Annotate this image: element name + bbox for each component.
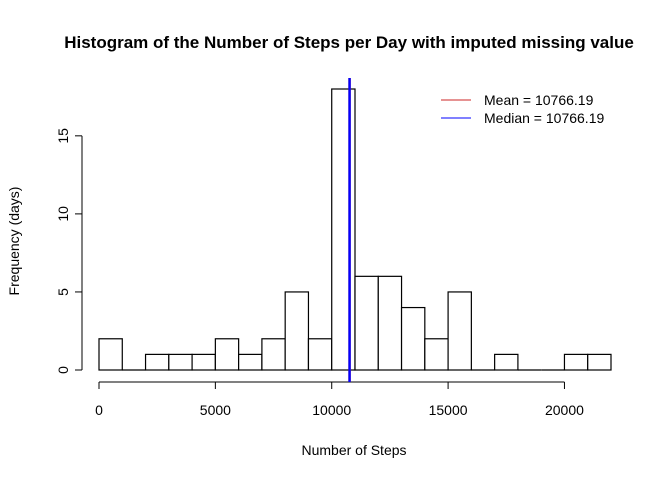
legend-label: Median = 10766.19 (484, 110, 604, 126)
x-tick-label: 20000 (545, 402, 584, 418)
histogram-bar (331, 88, 356, 371)
histogram-bar (307, 338, 333, 371)
x-tick-label: 5000 (200, 402, 231, 418)
chart-title: Histogram of the Number of Steps per Day… (64, 33, 634, 52)
x-tick-label: 15000 (429, 402, 468, 418)
histogram-bar (424, 338, 449, 371)
histogram-bar (400, 306, 426, 371)
y-tick-label: 5 (55, 288, 71, 296)
y-tick-label: 15 (55, 128, 71, 144)
histogram-bar (354, 275, 379, 371)
histogram-bar (238, 353, 263, 371)
x-tick-label: 10000 (312, 402, 351, 418)
bars-group (98, 88, 612, 371)
histogram-bar (261, 338, 286, 371)
histogram-bar (447, 291, 472, 371)
histogram-bar (214, 338, 240, 371)
histogram-bar (284, 291, 310, 371)
histogram-bar (144, 353, 170, 371)
histogram-bar (494, 353, 519, 371)
legend-label: Mean = 10766.19 (484, 92, 594, 108)
y-tick-label: 10 (55, 206, 71, 222)
histogram-bar (168, 353, 193, 371)
y-axis-label: Frequency (days) (6, 187, 22, 296)
x-axis: 0 5000 10000 15000 20000 (95, 381, 584, 418)
histogram-bar (191, 353, 216, 371)
histogram-bar (587, 353, 612, 371)
x-tick-label: 0 (95, 402, 103, 418)
histogram-bar (98, 338, 123, 371)
x-axis-label: Number of Steps (301, 442, 406, 458)
legend: Mean = 10766.19 Median = 10766.19 (441, 92, 604, 126)
histogram-bar (377, 275, 403, 371)
y-axis: 0 5 10 15 (55, 128, 83, 374)
histogram-bar (563, 353, 589, 371)
y-tick-label: 0 (55, 366, 71, 374)
